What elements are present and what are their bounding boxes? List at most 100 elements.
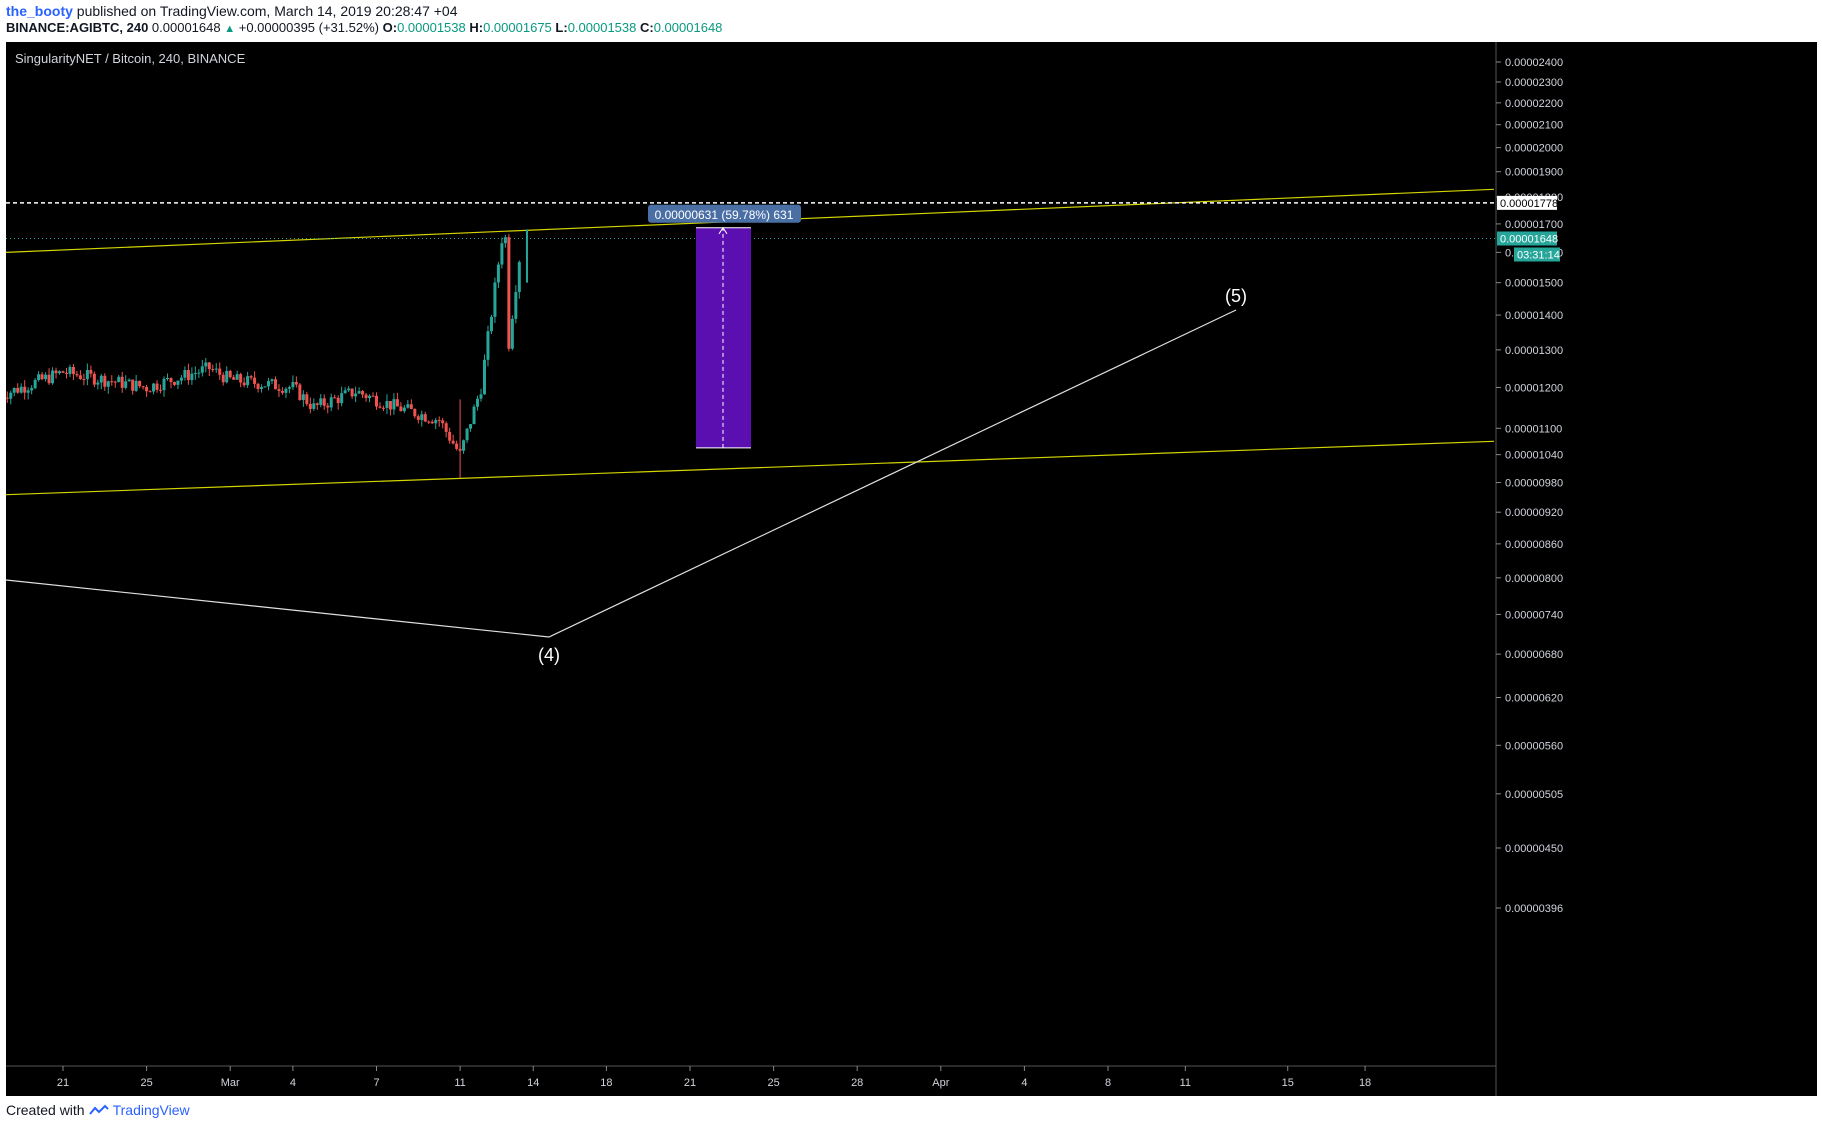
candle-body xyxy=(138,380,142,387)
tradingview-brand-link[interactable]: TradingView xyxy=(112,1102,190,1118)
candle-body xyxy=(472,406,476,425)
candle-body xyxy=(402,407,406,412)
candle-body xyxy=(336,397,340,404)
candle-body xyxy=(228,370,232,378)
candle-body xyxy=(476,398,480,407)
candle-body xyxy=(207,362,211,370)
candle-body xyxy=(315,403,319,405)
last-price-tag-text: 0.00001648 xyxy=(1500,233,1558,245)
candle-body xyxy=(301,394,305,400)
candle-body xyxy=(291,382,295,388)
ohlc-header: BINANCE:AGIBTC, 240 0.00001648 ▲ +0.0000… xyxy=(6,20,722,35)
candle-body xyxy=(381,407,385,409)
candle-body xyxy=(333,397,337,399)
candle-body xyxy=(361,391,365,395)
candle-body xyxy=(378,406,382,408)
candle-body xyxy=(246,376,250,386)
candle-body xyxy=(486,331,490,360)
price-tick-label: 0.00001700 xyxy=(1505,219,1563,231)
open-label: O: xyxy=(382,20,398,35)
price-change: +0.00000395 (+31.52%) xyxy=(238,20,379,35)
candle-body xyxy=(284,388,288,393)
countdown-text: 03:31:14 xyxy=(1517,249,1560,261)
publish-header: the_booty published on TradingView.com, … xyxy=(6,3,458,19)
price-tick-label: 0.00001100 xyxy=(1505,423,1562,435)
candle-body xyxy=(124,381,128,388)
candle-body xyxy=(68,366,72,374)
candle-body xyxy=(89,369,93,374)
candle-body xyxy=(113,381,117,383)
candle-body xyxy=(9,392,13,399)
price-tick-label: 0.00001200 xyxy=(1505,382,1563,394)
candle-body xyxy=(371,395,375,397)
candle-body xyxy=(388,401,392,410)
candle-body xyxy=(75,374,79,376)
candle-body xyxy=(427,421,431,423)
candle-body xyxy=(214,368,218,370)
candle-body xyxy=(47,374,51,384)
candle-body xyxy=(423,414,427,422)
chart-canvas[interactable]: 0.00002400 0.00002300 0.00002200 0.00002100… xyxy=(6,42,1817,1096)
candle-body xyxy=(343,390,347,394)
candle-body xyxy=(510,318,514,349)
candle-body xyxy=(120,376,124,388)
time-tick-label: 4 xyxy=(290,1077,296,1089)
close-label: C: xyxy=(640,20,654,35)
candle-body xyxy=(249,376,253,378)
candle-body xyxy=(54,370,58,374)
price-tick-label: 0.00000620 xyxy=(1505,693,1563,705)
published-text: published on TradingView.com, March 14, … xyxy=(76,3,458,19)
candle-body xyxy=(179,377,183,381)
price-tick-label: 0.00002100 xyxy=(1505,120,1563,132)
candle-body xyxy=(155,383,159,390)
candle-body xyxy=(455,443,459,449)
candle-body xyxy=(117,376,121,383)
time-tick-label: 11 xyxy=(1180,1077,1191,1089)
wave-label-4: (4) xyxy=(538,645,560,665)
candle-body xyxy=(78,375,82,379)
candle-body xyxy=(256,383,260,390)
price-tick-label: 0.00000800 xyxy=(1505,573,1563,585)
high-value: 0.00001675 xyxy=(483,20,552,35)
candle-body xyxy=(148,391,152,393)
price-tick-label: 0.00001900 xyxy=(1505,167,1563,179)
countdown-tag xyxy=(1514,247,1560,262)
candle-body xyxy=(152,383,156,392)
candle-body xyxy=(437,420,441,422)
candle-body xyxy=(225,370,229,383)
chart-area[interactable]: 0.00002400 0.00002300 0.00002200 0.00002100… xyxy=(6,42,1817,1096)
candle-body xyxy=(239,374,243,383)
candle-body xyxy=(280,391,284,393)
candle-body xyxy=(364,394,368,399)
price-tick-label: 0.00000920 xyxy=(1505,507,1563,519)
candle-body xyxy=(409,404,413,410)
candle-body xyxy=(395,399,399,407)
candle-body xyxy=(190,373,194,381)
candle-body xyxy=(242,382,246,386)
high-label: H: xyxy=(469,20,484,35)
elliott-wave-line xyxy=(6,309,1237,638)
price-range-box[interactable] xyxy=(696,227,751,448)
candle-body xyxy=(166,378,169,380)
candle-body xyxy=(503,237,507,244)
price-tick-label: 0.00001040 xyxy=(1505,450,1563,462)
candle-body xyxy=(134,380,138,391)
candle-body xyxy=(61,371,65,373)
price-tick-label: 0.00001300 xyxy=(1505,345,1563,357)
candle-body xyxy=(406,404,410,408)
candle-body xyxy=(186,370,190,381)
price-tick-label: 0.00000980 xyxy=(1505,478,1563,490)
candle-body xyxy=(392,399,396,410)
candle-body xyxy=(260,387,264,390)
candle-body xyxy=(375,395,378,407)
candle-body xyxy=(413,409,417,417)
last-price: 0.00001648 xyxy=(151,20,221,35)
candle-body xyxy=(221,374,225,383)
candle-body xyxy=(354,393,358,397)
last-price-tag xyxy=(1497,231,1557,246)
candle-body xyxy=(469,424,473,429)
candle-body xyxy=(517,262,521,293)
candle-body xyxy=(319,398,323,405)
author-link[interactable]: the_booty xyxy=(6,3,73,19)
price-tick-label: 0.00000740 xyxy=(1505,609,1563,621)
